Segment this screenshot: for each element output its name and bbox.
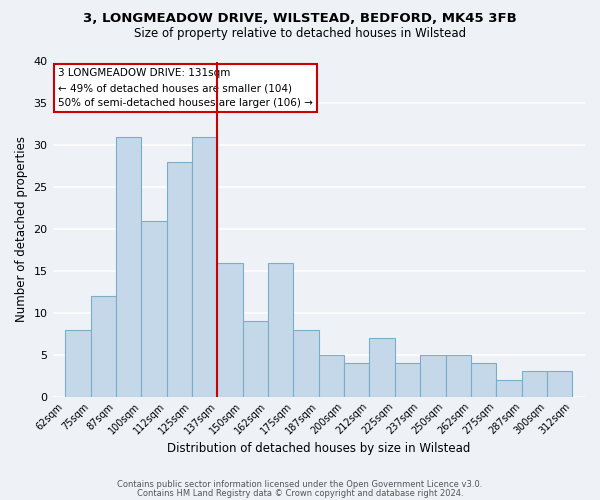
Bar xyxy=(344,363,370,396)
Bar xyxy=(192,137,217,396)
Text: Contains public sector information licensed under the Open Government Licence v3: Contains public sector information licen… xyxy=(118,480,482,489)
Text: 3, LONGMEADOW DRIVE, WILSTEAD, BEDFORD, MK45 3FB: 3, LONGMEADOW DRIVE, WILSTEAD, BEDFORD, … xyxy=(83,12,517,26)
Bar xyxy=(370,338,395,396)
Bar xyxy=(420,354,446,397)
Bar xyxy=(217,262,243,396)
Text: Size of property relative to detached houses in Wilstead: Size of property relative to detached ho… xyxy=(134,28,466,40)
Bar xyxy=(243,321,268,396)
Bar xyxy=(471,363,496,396)
Bar xyxy=(65,330,91,396)
Bar xyxy=(141,220,167,396)
X-axis label: Distribution of detached houses by size in Wilstead: Distribution of detached houses by size … xyxy=(167,442,470,455)
Bar xyxy=(547,372,572,396)
Bar xyxy=(268,262,293,396)
Bar xyxy=(116,137,141,396)
Bar xyxy=(293,330,319,396)
Bar xyxy=(319,354,344,397)
Bar xyxy=(395,363,420,396)
Bar xyxy=(496,380,521,396)
Bar xyxy=(446,354,471,397)
Bar xyxy=(521,372,547,396)
Text: Contains HM Land Registry data © Crown copyright and database right 2024.: Contains HM Land Registry data © Crown c… xyxy=(137,488,463,498)
Bar xyxy=(91,296,116,396)
Y-axis label: Number of detached properties: Number of detached properties xyxy=(15,136,28,322)
Text: 3 LONGMEADOW DRIVE: 131sqm
← 49% of detached houses are smaller (104)
50% of sem: 3 LONGMEADOW DRIVE: 131sqm ← 49% of deta… xyxy=(58,68,313,108)
Bar xyxy=(167,162,192,396)
